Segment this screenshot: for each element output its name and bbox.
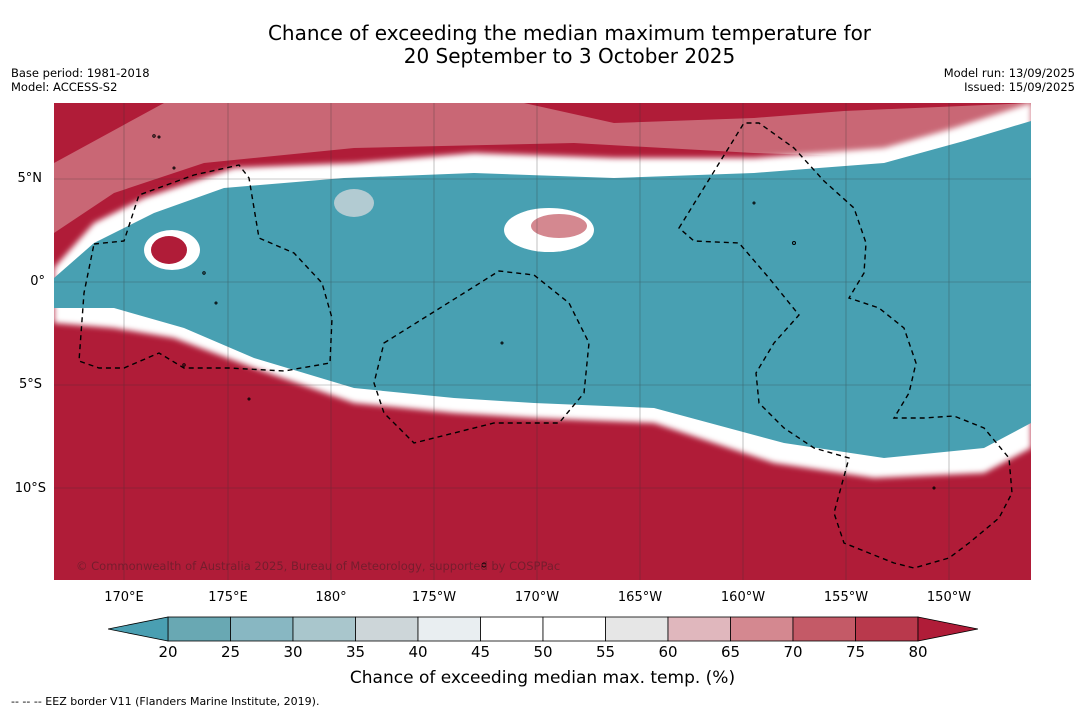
colorbar-tick-label: 80 — [908, 643, 928, 661]
colorbar-segment — [730, 616, 794, 642]
colorbar-segment — [230, 616, 294, 642]
colorbar-tick-label: 60 — [658, 643, 678, 661]
colorbar-tick-label: 75 — [845, 643, 866, 661]
map-svg — [54, 103, 1031, 580]
model-run-text: Model run: 13/09/2025 — [943, 66, 1075, 80]
colorbar-segment — [480, 616, 544, 642]
eez-borders — [78, 122, 1013, 569]
colorbar-segments — [167, 616, 919, 642]
colorbar — [108, 616, 978, 642]
lat-label-5n: 5°N — [17, 171, 43, 186]
warm-patch-inner — [531, 214, 587, 238]
colorbar-tick-label: 25 — [220, 643, 241, 661]
colorbar-tick-label: 70 — [783, 643, 803, 661]
lat-label-10s: 10°S — [14, 481, 46, 496]
chart-title-line2: 20 September to 3 October 2025 — [403, 44, 736, 68]
lon-label-150w: 150°W — [926, 590, 972, 605]
colorbar-tick-label: 20 — [158, 643, 178, 661]
colorbar-tick-label: 30 — [283, 643, 303, 661]
eez-footnote: -- -- -- EEZ border V11 (Flanders Marine… — [11, 695, 320, 708]
meta-left: Base period: 1981-2018 Model: ACCESS-S2 — [11, 66, 150, 94]
lon-label-175e: 175°E — [208, 590, 248, 605]
warm-patch-west-inner — [151, 236, 187, 264]
lon-label-165w: 165°W — [617, 590, 663, 605]
copyright-notice: © Commonwealth of Australia 2025, Bureau… — [76, 559, 561, 573]
pale-patch — [334, 189, 374, 217]
issued-text: Issued: 15/09/2025 — [964, 80, 1075, 94]
lon-label-170e: 170°E — [104, 590, 144, 605]
lat-label-5s: 5°S — [18, 377, 42, 392]
colorbar-tick-label: 50 — [533, 643, 553, 661]
lon-label-175w: 175°W — [411, 590, 457, 605]
lon-label-180: 180° — [315, 590, 347, 605]
meta-right: Model run: 13/09/2025 Issued: 15/09/2025 — [944, 66, 1075, 94]
colorbar-tick-label: 55 — [595, 643, 616, 661]
colorbar-segment — [292, 616, 356, 642]
colorbar-tick-label: 65 — [720, 643, 741, 661]
colorbar-tick-label: 40 — [408, 643, 428, 661]
colorbar-segment — [667, 616, 731, 642]
model-text: Model: ACCESS-S2 — [11, 80, 118, 94]
lon-label-160w: 160°W — [720, 590, 766, 605]
colorbar-title-text: Chance of exceeding median max. temp. (%… — [349, 668, 736, 688]
lat-label-0: 0° — [30, 274, 45, 289]
colorbar-segment — [417, 616, 481, 642]
lon-label-170w: 170°W — [514, 590, 560, 605]
colorbar-tick-label: 35 — [345, 643, 366, 661]
colorbar-low-extend — [108, 616, 169, 642]
colorbar-segment — [542, 616, 606, 642]
forecast-map — [54, 103, 1031, 580]
colorbar-segment — [792, 616, 856, 642]
colorbar-tick-label: 45 — [470, 643, 491, 661]
colorbar-segment — [355, 616, 419, 642]
base-period-text: Base period: 1981-2018 — [11, 66, 150, 80]
islands — [152, 134, 936, 568]
colorbar-segment — [855, 616, 919, 642]
colorbar-high-extend — [917, 616, 978, 642]
colorbar-segment — [167, 616, 231, 642]
lon-label-155w: 155°W — [823, 590, 869, 605]
cool-region — [54, 121, 1031, 458]
north-transition — [54, 103, 1031, 233]
colorbar-title: Chance of exceeding median max. temp. (%… — [0, 668, 1085, 688]
chart-title-line1: Chance of exceeding the median maximum t… — [267, 21, 872, 45]
colorbar-segment — [605, 616, 669, 642]
